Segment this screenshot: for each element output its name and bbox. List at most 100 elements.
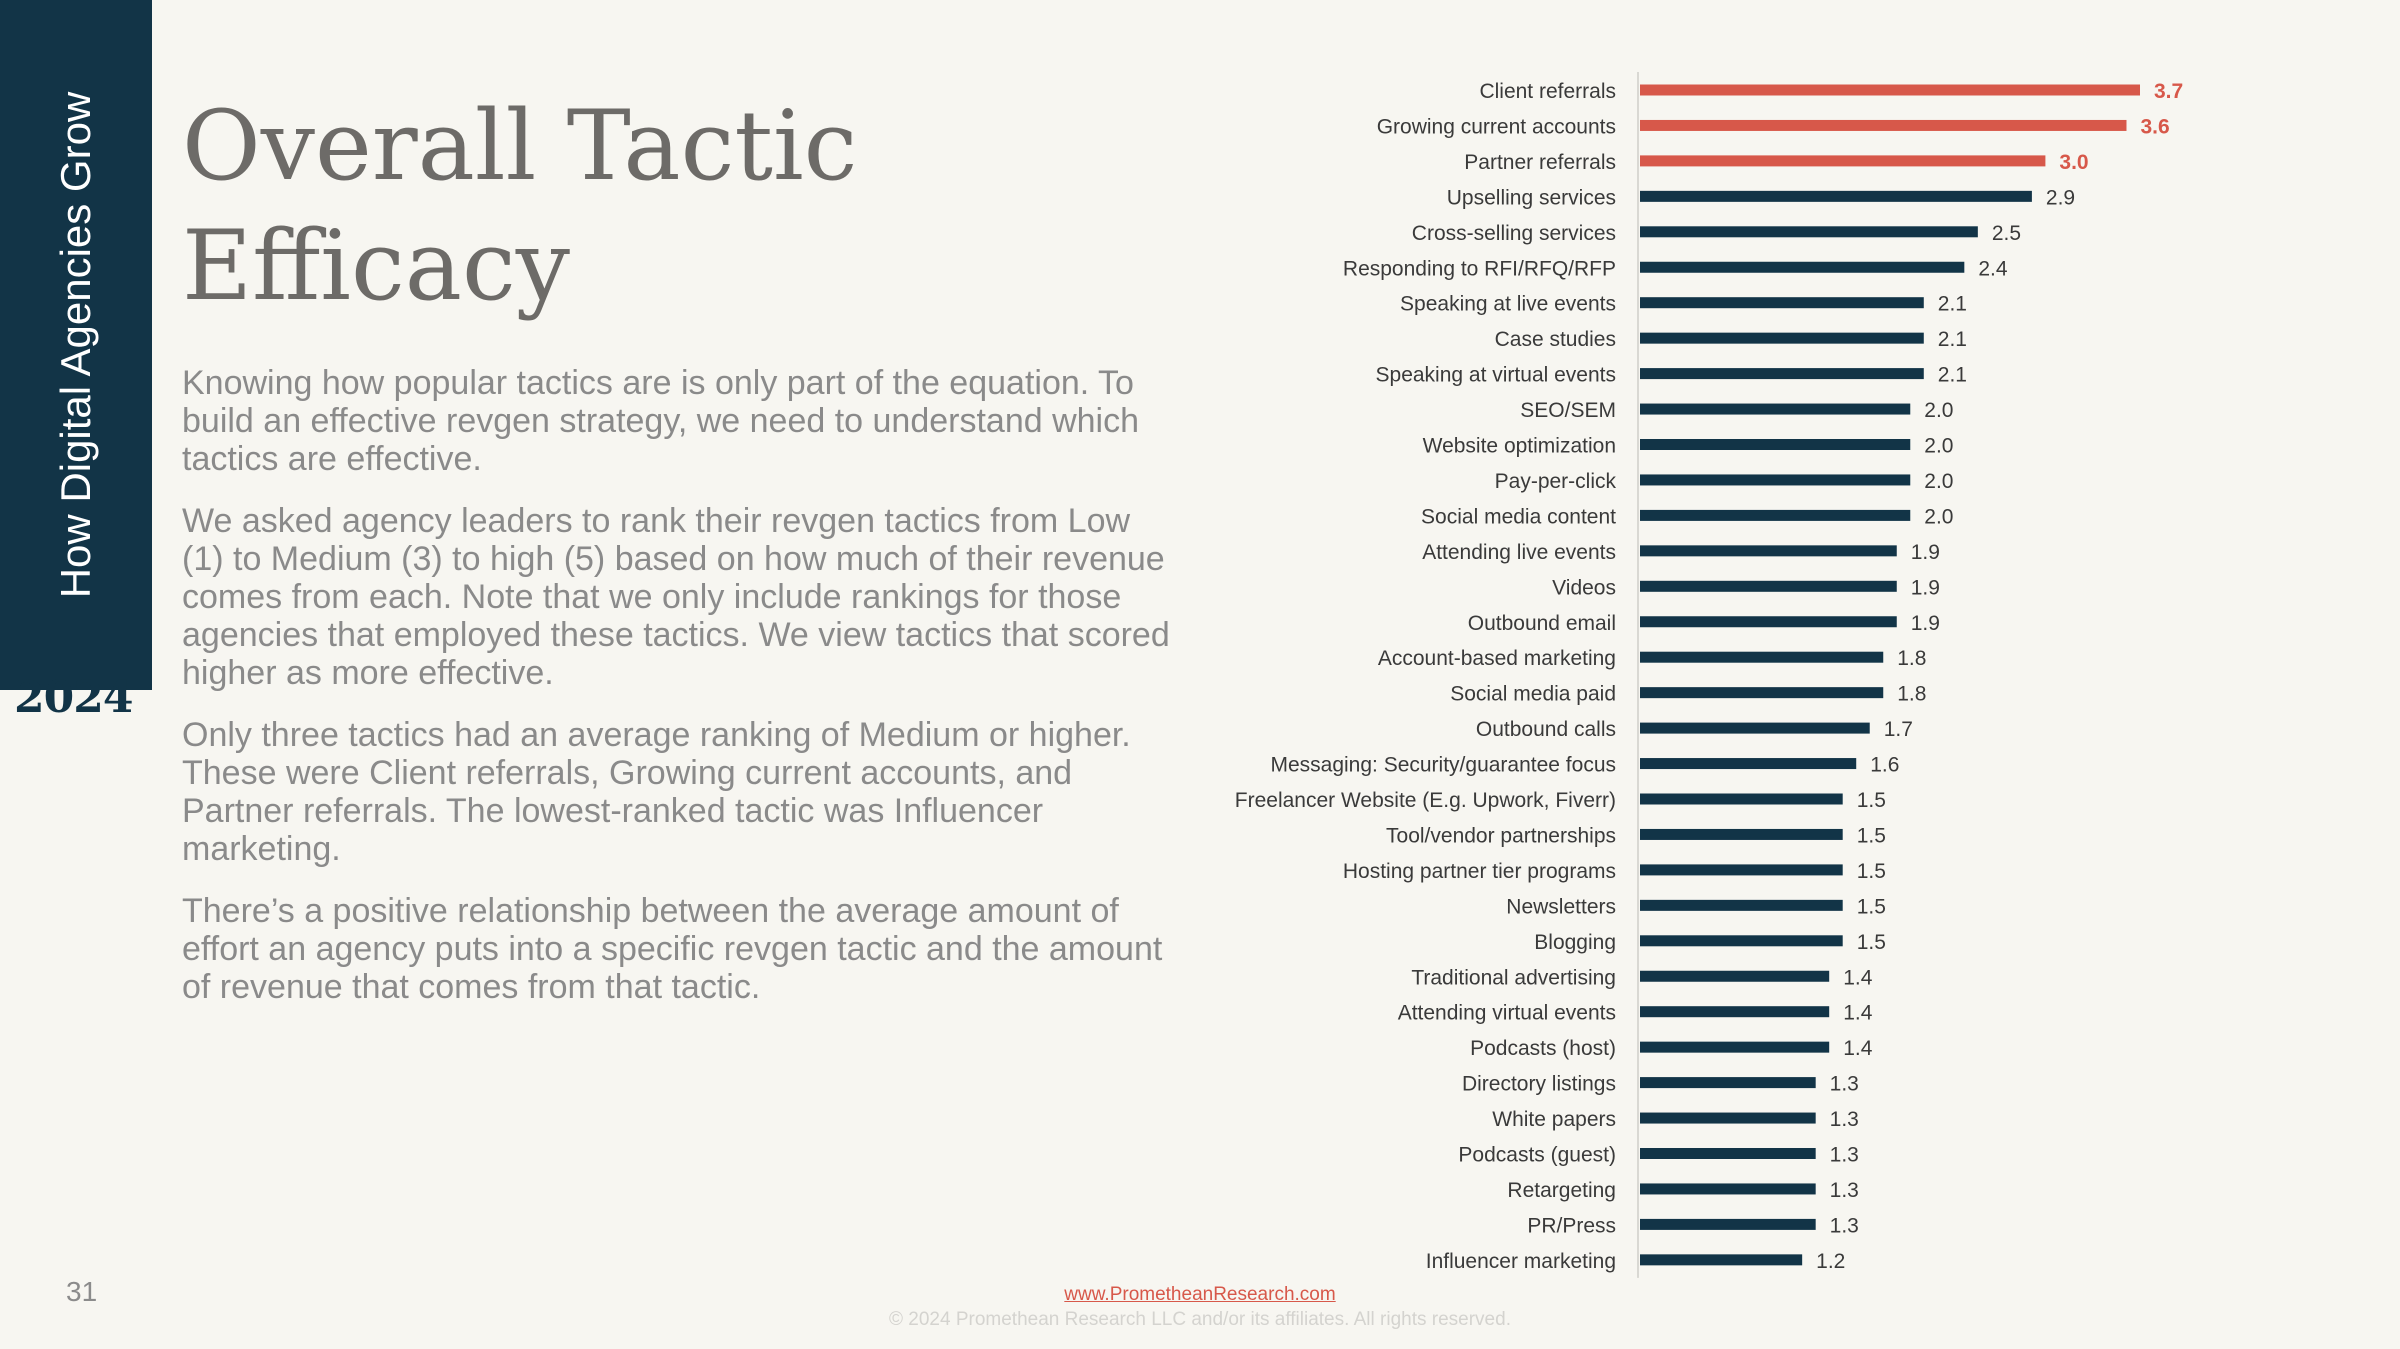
bar bbox=[1640, 474, 1911, 486]
value-label: 1.3 bbox=[1830, 1214, 1859, 1237]
bar bbox=[1640, 1218, 1816, 1230]
value-label: 3.6 bbox=[2140, 115, 2169, 138]
bar bbox=[1640, 1006, 1830, 1018]
bar bbox=[1640, 1254, 1803, 1266]
bar bbox=[1640, 439, 1911, 450]
value-label: 1.8 bbox=[1897, 683, 1926, 706]
paragraph: Only three tactics had an average rankin… bbox=[182, 716, 1131, 868]
bar bbox=[1640, 722, 1870, 734]
value-label: 2.9 bbox=[2046, 186, 2075, 209]
value-label: 2.5 bbox=[1992, 222, 2021, 245]
category-label: Website optimization bbox=[1423, 435, 1616, 458]
category-label: Speaking at live events bbox=[1400, 293, 1616, 316]
category-label: Blogging bbox=[1534, 931, 1616, 954]
bar bbox=[1640, 899, 1843, 911]
category-label: Influencer marketing bbox=[1426, 1250, 1616, 1273]
bar bbox=[1640, 261, 1965, 273]
category-label: Pay-per-click bbox=[1495, 470, 1617, 493]
body-text: Knowing how popular tactics are is only … bbox=[182, 364, 1172, 1030]
bar bbox=[1640, 758, 1857, 770]
category-label: Social media paid bbox=[1450, 683, 1616, 706]
bar bbox=[1640, 580, 1897, 592]
value-label: 2.1 bbox=[1938, 328, 1967, 351]
bar bbox=[1640, 1112, 1816, 1124]
value-label: 2.1 bbox=[1938, 364, 1967, 387]
bar bbox=[1640, 368, 1924, 380]
sidebar: How Digital Agencies Grow bbox=[0, 0, 152, 690]
value-label: 1.9 bbox=[1911, 612, 1940, 635]
bar bbox=[1640, 403, 1911, 415]
year-label: 2024 bbox=[14, 672, 133, 723]
bar bbox=[1640, 1148, 1816, 1159]
bar bbox=[1640, 935, 1843, 947]
value-label: 2.0 bbox=[1924, 470, 1953, 493]
bar bbox=[1640, 155, 2046, 167]
bar bbox=[1640, 616, 1897, 628]
value-label: 1.5 bbox=[1857, 931, 1886, 954]
bar bbox=[1640, 297, 1924, 309]
value-label: 1.3 bbox=[1830, 1179, 1859, 1202]
value-label: 1.4 bbox=[1843, 966, 1873, 989]
category-label: PR/Press bbox=[1527, 1214, 1616, 1237]
category-label: Hosting partner tier programs bbox=[1343, 860, 1616, 883]
category-label: SEO/SEM bbox=[1520, 399, 1616, 422]
value-label: 2.0 bbox=[1924, 399, 1953, 422]
bar bbox=[1640, 1041, 1830, 1053]
value-label: 1.4 bbox=[1843, 1002, 1873, 1025]
category-label: Case studies bbox=[1495, 328, 1616, 351]
value-label: 1.2 bbox=[1816, 1250, 1845, 1273]
value-label: 1.5 bbox=[1857, 824, 1886, 847]
value-label: 1.3 bbox=[1830, 1144, 1859, 1167]
bar bbox=[1640, 828, 1843, 840]
value-label: 1.9 bbox=[1911, 576, 1940, 599]
category-label: Newsletters bbox=[1506, 895, 1616, 918]
bar bbox=[1640, 84, 2140, 96]
bar bbox=[1640, 509, 1911, 521]
category-label: Outbound calls bbox=[1476, 718, 1616, 741]
paragraph: There’s a positive relationship between … bbox=[182, 892, 1163, 1006]
value-label: 1.9 bbox=[1911, 541, 1940, 564]
category-label: Podcasts (host) bbox=[1470, 1037, 1616, 1060]
bar bbox=[1640, 1077, 1816, 1089]
value-label: 1.8 bbox=[1897, 647, 1926, 670]
category-label: Cross-selling services bbox=[1412, 222, 1616, 245]
bar bbox=[1640, 1183, 1816, 1195]
page-number: 31 bbox=[66, 1276, 98, 1307]
tactic-efficacy-chart: Client referrals 3.7 Growing current accou… bbox=[1235, 72, 2183, 1278]
bar bbox=[1640, 332, 1924, 344]
category-label: Podcasts (guest) bbox=[1458, 1144, 1616, 1167]
category-label: Upselling services bbox=[1447, 186, 1616, 209]
page-title: Overall Tactic Efficacy bbox=[182, 90, 858, 322]
footer-copyright: © 2024 Promethean Research LLC and/or it… bbox=[889, 1309, 1511, 1330]
value-label: 1.5 bbox=[1857, 895, 1886, 918]
value-label: 1.7 bbox=[1884, 718, 1913, 741]
category-label: Freelancer Website (E.g. Upwork, Fiverr) bbox=[1235, 789, 1616, 812]
footer-link[interactable]: www.PrometheanResearch.com bbox=[1064, 1284, 1336, 1305]
category-label: Videos bbox=[1552, 576, 1616, 599]
bar bbox=[1640, 864, 1843, 876]
value-label: 1.5 bbox=[1857, 789, 1886, 812]
paragraph: Knowing how popular tactics are is only … bbox=[182, 364, 1140, 478]
category-label: Account-based marketing bbox=[1378, 647, 1616, 670]
bar bbox=[1640, 793, 1843, 805]
category-label: White papers bbox=[1492, 1108, 1616, 1131]
category-label: Outbound email bbox=[1468, 612, 1616, 635]
value-label: 1.5 bbox=[1857, 860, 1886, 883]
category-label: Responding to RFI/RFQ/RFP bbox=[1343, 257, 1616, 280]
value-label: 3.7 bbox=[2154, 80, 2183, 103]
bar bbox=[1640, 226, 1978, 238]
value-label: 2.0 bbox=[1924, 435, 1953, 458]
category-label: Tool/vendor partnerships bbox=[1386, 824, 1616, 847]
value-label: 1.4 bbox=[1843, 1037, 1873, 1060]
category-label: Attending virtual events bbox=[1398, 1002, 1616, 1025]
category-label: Traditional advertising bbox=[1411, 966, 1616, 989]
category-label: Retargeting bbox=[1507, 1179, 1616, 1202]
value-label: 2.4 bbox=[1978, 257, 2008, 280]
category-label: Speaking at virtual events bbox=[1376, 364, 1616, 387]
category-label: Partner referrals bbox=[1464, 151, 1616, 174]
bar bbox=[1640, 970, 1830, 982]
value-label: 3.0 bbox=[2059, 151, 2088, 174]
bar bbox=[1640, 651, 1884, 663]
bar bbox=[1640, 687, 1884, 699]
paragraph: We asked agency leaders to rank their re… bbox=[182, 502, 1170, 692]
